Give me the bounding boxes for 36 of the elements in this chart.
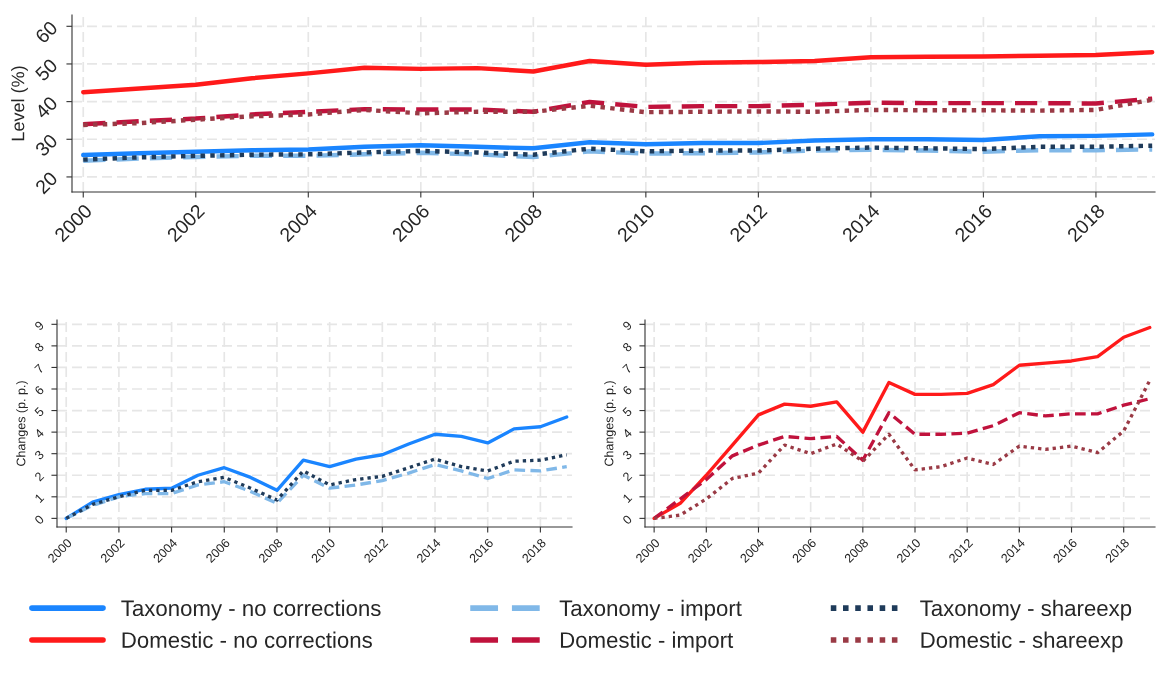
y-tick-label: 3: [622, 449, 633, 461]
y-tick-label: 0: [622, 514, 633, 525]
legend-label: Domestic - shareexp: [921, 631, 1123, 653]
line-series: [64, 415, 569, 521]
line-series: [652, 325, 1152, 521]
legend-label: Domestic - import: [560, 631, 734, 653]
y-tick-label: 6: [34, 385, 45, 396]
y-tick-label: 30: [34, 133, 59, 158]
y-tick-label: 7: [34, 363, 45, 374]
y-tick-label: 4: [621, 428, 633, 439]
y-tick-label: 5: [622, 406, 633, 418]
y-tick-label: 60: [34, 20, 59, 44]
legend-label: Taxonomy - import: [559, 599, 742, 621]
y-axis-title: Level (%): [11, 66, 28, 141]
y-tick-label: 7: [622, 363, 633, 374]
y-tick-label: 9: [34, 320, 45, 331]
y-tick-label: 9: [622, 320, 633, 331]
y-tick-label: 2: [622, 471, 633, 482]
legend-label: Domestic - no corrections: [122, 631, 372, 648]
y-tick-label: 0: [34, 514, 45, 525]
y-tick-label: 2: [34, 471, 45, 482]
y-tick-label: 5: [34, 406, 45, 418]
y-tick-label: 8: [622, 341, 633, 353]
y-axis-title: Changes (p. p.): [604, 381, 616, 466]
y-tick-label: 6: [622, 385, 633, 396]
legend-label: Taxonomy - shareexp: [920, 599, 1132, 621]
y-tick-label: 3: [34, 449, 45, 461]
y-tick-label: 4: [33, 428, 45, 439]
y-axis-title: Changes (p. p.): [16, 381, 28, 466]
y-tick-label: 50: [34, 57, 59, 82]
y-tick-label: 1: [34, 493, 45, 503]
y-tick-label: 8: [34, 341, 45, 353]
y-tick-label: 1: [622, 493, 633, 503]
legend-label: Taxonomy - no corrections: [121, 599, 381, 621]
y-tick-label: 40: [34, 95, 59, 120]
y-tick-label: 20: [34, 170, 59, 195]
